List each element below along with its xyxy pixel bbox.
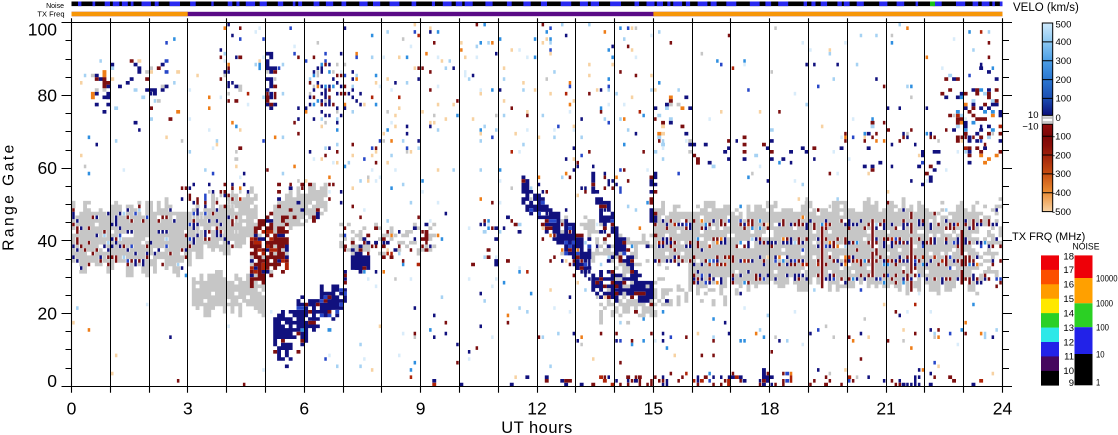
svg-text:14: 14: [1063, 308, 1074, 319]
svg-text:-100: -100: [1052, 131, 1071, 142]
svg-text:17: 17: [1063, 265, 1074, 276]
svg-text:9: 9: [416, 398, 426, 418]
svg-text:−10: −10: [1022, 122, 1038, 133]
svg-text:3: 3: [183, 398, 193, 418]
svg-text:VELO (km/s): VELO (km/s): [1013, 2, 1079, 14]
svg-text:NOISE: NOISE: [1073, 242, 1100, 253]
svg-text:-500: -500: [1052, 207, 1071, 218]
svg-text:-400: -400: [1052, 188, 1071, 199]
svg-text:100: 100: [1056, 94, 1072, 105]
svg-text:11: 11: [1064, 352, 1074, 363]
svg-text:40: 40: [38, 231, 58, 251]
svg-text:10: 10: [1063, 366, 1074, 377]
svg-text:60: 60: [38, 158, 58, 178]
svg-text:Noise: Noise: [46, 3, 64, 10]
svg-text:-300: -300: [1052, 169, 1071, 180]
svg-text:13: 13: [1063, 323, 1074, 334]
svg-text:12: 12: [527, 398, 546, 418]
svg-text:10: 10: [1096, 349, 1105, 360]
svg-text:21: 21: [876, 398, 895, 418]
svg-text:80: 80: [38, 86, 58, 106]
svg-text:0: 0: [67, 398, 77, 418]
svg-text:18: 18: [1063, 251, 1074, 262]
svg-text:15: 15: [1063, 294, 1074, 305]
svg-text:10: 10: [1028, 110, 1039, 121]
svg-text:-200: -200: [1052, 150, 1071, 161]
svg-text:15: 15: [644, 398, 663, 418]
svg-text:16: 16: [1063, 280, 1074, 291]
svg-text:100: 100: [1096, 322, 1109, 333]
svg-text:18: 18: [760, 398, 779, 418]
svg-text:TX Freq: TX Freq: [37, 10, 64, 19]
svg-text:1: 1: [1096, 377, 1100, 388]
svg-text:12: 12: [1063, 337, 1074, 348]
svg-text:400: 400: [1056, 37, 1072, 48]
svg-text:1000: 1000: [1096, 299, 1113, 310]
svg-text:9: 9: [1069, 378, 1074, 389]
svg-text:300: 300: [1056, 56, 1072, 67]
svg-text:0: 0: [1056, 113, 1061, 124]
svg-text:100: 100: [28, 19, 57, 39]
svg-text:500: 500: [1056, 19, 1072, 30]
svg-text:200: 200: [1056, 75, 1072, 86]
svg-text:UT hours: UT hours: [501, 419, 573, 435]
svg-text:24: 24: [993, 398, 1013, 418]
svg-text:TX FRQ (MHz): TX FRQ (MHz): [1012, 231, 1085, 243]
svg-text:0: 0: [47, 371, 57, 391]
svg-text:6: 6: [299, 398, 309, 418]
svg-text:10000: 10000: [1096, 273, 1118, 284]
svg-text:20: 20: [38, 304, 58, 324]
svg-text:Range Gate: Range Gate: [1, 142, 18, 251]
